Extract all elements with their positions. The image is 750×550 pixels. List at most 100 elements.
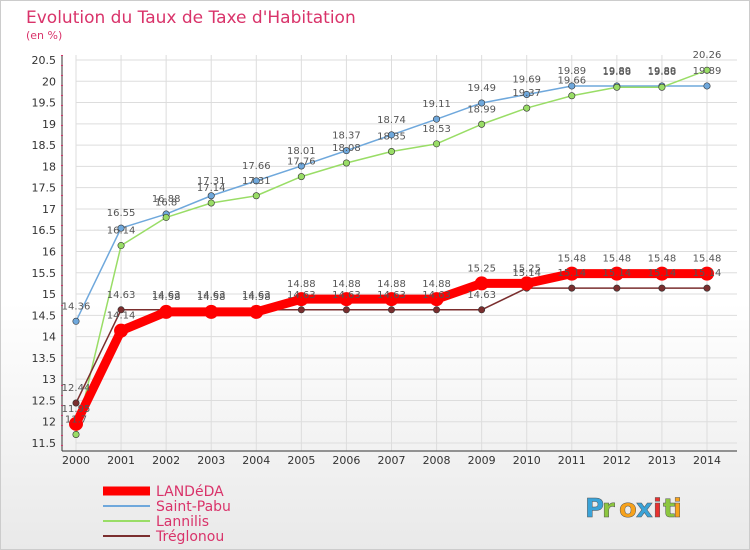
data-point (613, 284, 621, 292)
y-tick-label: 16.5 (32, 224, 57, 237)
data-label: 19.37 (512, 88, 541, 99)
data-label: 15.48 (648, 254, 677, 265)
chart-subtitle: (en %) (26, 29, 62, 42)
y-tick-label: 12.5 (32, 394, 57, 407)
data-point (478, 99, 486, 107)
logo-letter: i (653, 494, 662, 524)
x-tick-label: 2008 (423, 454, 451, 467)
x-tick-label: 2012 (603, 454, 631, 467)
data-point (703, 284, 711, 292)
data-label: 19.86 (603, 67, 632, 78)
logo-letter: P (585, 494, 604, 524)
data-point (207, 199, 215, 207)
data-label: 14.63 (467, 290, 496, 301)
data-label: 16.88 (152, 194, 181, 205)
data-point (387, 147, 395, 155)
y-tick-label: 14 (42, 331, 56, 344)
data-label: 15.14 (603, 268, 632, 279)
x-tick-label: 2009 (468, 454, 496, 467)
data-point (72, 399, 80, 407)
data-point (69, 416, 83, 431)
data-point (700, 266, 714, 281)
data-label: 15.14 (693, 268, 722, 279)
data-point (478, 120, 486, 128)
x-tick-label: 2006 (332, 454, 360, 467)
legend-label: Tréglonou (155, 529, 224, 545)
data-label: 14.63 (422, 290, 451, 301)
grid (75, 55, 737, 451)
x-tick-label: 2010 (513, 454, 541, 467)
data-label: 17.66 (242, 161, 271, 172)
data-label: 18.35 (377, 131, 406, 142)
y-tick-label: 17 (42, 203, 56, 216)
y-tick-label: 15 (42, 288, 56, 301)
data-point (117, 306, 125, 314)
data-point (72, 317, 80, 325)
x-tick-label: 2005 (287, 454, 315, 467)
x-tick-label: 2013 (648, 454, 676, 467)
data-label: 16.55 (107, 208, 136, 219)
data-label: 15.25 (512, 263, 541, 274)
data-label: 11.7 (65, 414, 87, 425)
x-tick-label: 2004 (242, 454, 270, 467)
data-label: 19.49 (467, 83, 496, 94)
y-tick-label: 16 (42, 246, 56, 259)
data-point (387, 306, 395, 314)
axes: 11.5 12 12.5 13 13.5 14 14.5 15 15.5 16 16.5 17 17.5… (32, 54, 737, 467)
x-tick-label: 2001 (107, 454, 135, 467)
logo-letter: r (602, 494, 615, 524)
data-point (162, 213, 170, 221)
y-tick-label: 14.5 (32, 309, 57, 322)
data-label: 19.69 (512, 74, 541, 85)
data-label: 18.74 (377, 115, 406, 126)
y-tick-label: 13.5 (32, 352, 57, 365)
data-point (658, 83, 666, 91)
logo-letter: o (619, 494, 637, 524)
data-point (523, 90, 531, 98)
data-label: 14.63 (377, 290, 406, 301)
data-label: 18.99 (467, 104, 496, 115)
data-label: 17.31 (197, 176, 226, 187)
series-layer (69, 66, 714, 438)
data-label: 16.8 (155, 197, 177, 208)
y-tick-label: 20.5 (32, 54, 57, 67)
logo-letter: x (636, 494, 653, 524)
data-label: 15.48 (603, 254, 632, 265)
data-point (252, 177, 260, 185)
data-label: 12.44 (62, 383, 91, 394)
data-point (297, 173, 305, 181)
data-point (703, 82, 711, 90)
data-point (478, 306, 486, 314)
data-label: 14.58 (197, 292, 226, 303)
data-point (114, 323, 129, 338)
data-label: 11.95 (62, 404, 91, 415)
data-point (474, 276, 489, 291)
data-label: 15.48 (557, 254, 586, 265)
y-tick-label: 20 (42, 75, 56, 88)
data-point (523, 104, 531, 112)
y-tick-label: 18 (42, 160, 56, 173)
y-tick-label: 17.5 (32, 182, 57, 195)
data-point (339, 292, 354, 307)
data-label: 18.08 (332, 143, 361, 154)
data-label: 17.31 (242, 176, 271, 187)
data-point (204, 304, 219, 319)
data-label: 15.25 (467, 263, 496, 274)
data-point (568, 92, 576, 100)
data-point (609, 266, 624, 281)
data-label: 14.58 (242, 292, 271, 303)
data-point (433, 115, 441, 123)
data-point (568, 82, 576, 90)
x-tick-label: 2014 (693, 454, 721, 467)
data-point (387, 131, 395, 139)
data-point (117, 242, 125, 250)
y-tick-label: 19 (42, 118, 56, 131)
data-point (117, 224, 125, 232)
legend-label: LANDéDA (156, 484, 224, 500)
y-tick-label: 15.5 (32, 267, 57, 280)
data-point (294, 292, 309, 307)
x-tick-label: 2002 (152, 454, 180, 467)
data-label: 17.76 (287, 157, 316, 168)
data-label: 19.66 (557, 76, 586, 87)
